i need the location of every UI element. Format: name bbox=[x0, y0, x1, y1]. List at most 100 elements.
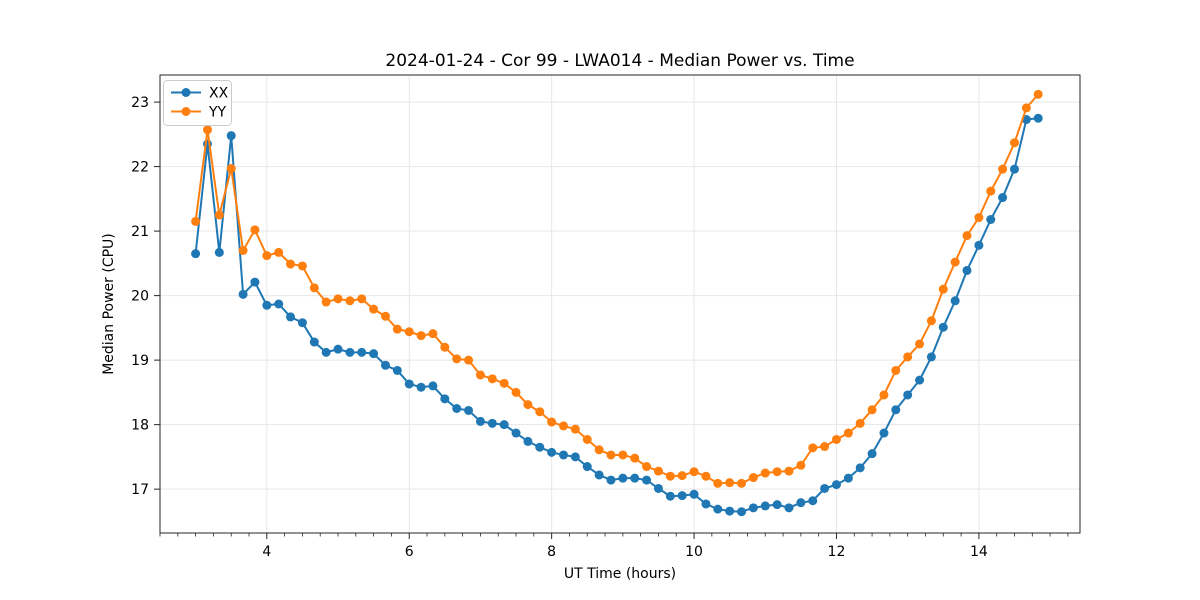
grid-lines bbox=[160, 75, 1080, 533]
data-point-xx bbox=[238, 289, 248, 299]
y-tick-label: 21 bbox=[131, 224, 149, 240]
data-point-xx bbox=[191, 249, 201, 259]
data-point-xx bbox=[226, 131, 236, 141]
data-point-yy bbox=[891, 365, 901, 375]
data-point-yy bbox=[879, 390, 889, 400]
data-point-xx bbox=[748, 503, 758, 513]
data-point-xx bbox=[428, 381, 438, 391]
data-point-yy bbox=[535, 407, 545, 417]
data-point-yy bbox=[950, 257, 960, 267]
series-yy bbox=[191, 89, 1043, 488]
data-point-xx bbox=[523, 436, 533, 446]
data-point-yy bbox=[286, 259, 296, 269]
data-point-xx bbox=[831, 480, 841, 490]
data-point-yy bbox=[748, 473, 758, 483]
data-point-xx bbox=[404, 379, 414, 389]
data-point-yy bbox=[606, 450, 616, 460]
data-point-xx bbox=[345, 347, 355, 357]
legend: XX YY bbox=[163, 80, 232, 126]
data-point-yy bbox=[725, 478, 735, 488]
data-point-xx bbox=[701, 499, 711, 509]
data-point-xx bbox=[381, 360, 391, 370]
data-point-xx bbox=[843, 473, 853, 483]
data-point-yy bbox=[808, 443, 818, 453]
y-tick-label: 17 bbox=[131, 482, 149, 498]
data-point-yy bbox=[250, 225, 260, 235]
data-point-xx bbox=[974, 240, 984, 250]
data-point-xx bbox=[1009, 164, 1019, 174]
data-point-xx bbox=[689, 489, 699, 499]
data-point-yy bbox=[831, 434, 841, 444]
data-point-yy bbox=[653, 466, 663, 476]
data-point-yy bbox=[796, 460, 806, 470]
data-point-xx bbox=[677, 491, 687, 501]
y-axis-label: Median Power (CPU) bbox=[101, 233, 117, 375]
data-point-yy bbox=[511, 387, 521, 397]
data-point-yy bbox=[962, 231, 972, 241]
legend-label-yy: YY bbox=[208, 105, 227, 121]
data-point-xx bbox=[796, 498, 806, 508]
data-point-yy bbox=[369, 304, 379, 314]
data-point-xx bbox=[938, 322, 948, 332]
data-point-xx bbox=[986, 215, 996, 224]
data-point-xx bbox=[879, 428, 889, 438]
data-point-yy bbox=[547, 417, 557, 427]
data-point-yy bbox=[713, 478, 723, 488]
data-point-yy bbox=[191, 216, 201, 226]
data-point-yy bbox=[523, 400, 533, 410]
data-point-yy bbox=[677, 471, 687, 481]
data-point-xx bbox=[606, 475, 616, 485]
data-point-xx bbox=[630, 473, 640, 483]
data-point-yy bbox=[570, 424, 580, 434]
y-tick-label: 18 bbox=[131, 418, 149, 434]
x-tick-label: 4 bbox=[262, 544, 271, 560]
data-point-xx bbox=[369, 349, 379, 359]
data-point-xx bbox=[855, 463, 865, 473]
legend-label-xx: XX bbox=[209, 86, 229, 102]
y-tick-label: 23 bbox=[131, 95, 149, 111]
data-point-yy bbox=[618, 450, 628, 460]
data-point-yy bbox=[559, 421, 569, 431]
data-point-xx bbox=[665, 491, 675, 501]
data-point-xx bbox=[357, 347, 367, 357]
data-point-xx bbox=[926, 352, 936, 362]
data-point-yy bbox=[820, 442, 830, 452]
data-point-xx bbox=[535, 442, 545, 452]
data-point-yy bbox=[357, 294, 367, 304]
data-point-xx bbox=[464, 405, 474, 415]
data-point-yy bbox=[938, 284, 948, 294]
data-point-yy bbox=[1033, 89, 1043, 99]
data-point-xx bbox=[1033, 113, 1043, 123]
data-point-xx bbox=[274, 299, 284, 309]
data-point-xx bbox=[820, 483, 830, 493]
data-point-xx bbox=[333, 344, 343, 354]
data-point-yy bbox=[452, 354, 462, 364]
data-point-xx bbox=[808, 496, 818, 506]
data-point-xx bbox=[475, 416, 485, 426]
data-point-xx bbox=[511, 428, 521, 438]
x-tick-label: 6 bbox=[405, 544, 414, 560]
data-point-xx bbox=[440, 394, 450, 404]
data-point-yy bbox=[321, 297, 331, 307]
data-point-xx bbox=[262, 300, 272, 310]
data-point-yy bbox=[214, 210, 224, 220]
legend-marker-yy bbox=[181, 107, 191, 116]
data-point-yy bbox=[345, 296, 355, 306]
data-point-xx bbox=[867, 449, 877, 459]
data-point-yy bbox=[594, 445, 604, 455]
data-point-xx bbox=[725, 506, 735, 516]
data-point-yy bbox=[1021, 103, 1031, 113]
data-point-yy bbox=[203, 125, 212, 135]
data-point-xx bbox=[594, 470, 604, 480]
data-point-yy bbox=[309, 283, 319, 293]
data-point-xx bbox=[962, 265, 972, 275]
data-point-yy bbox=[428, 329, 438, 339]
data-point-xx bbox=[309, 337, 319, 347]
data-point-yy bbox=[226, 164, 236, 174]
data-point-yy bbox=[404, 327, 414, 337]
data-point-yy bbox=[903, 352, 913, 362]
data-point-yy bbox=[665, 471, 675, 481]
data-point-yy bbox=[487, 374, 497, 384]
data-point-yy bbox=[689, 467, 699, 477]
